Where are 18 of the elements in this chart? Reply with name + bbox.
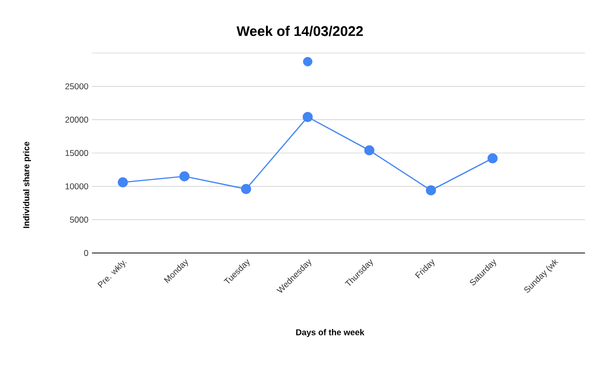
- y-tick-label: 25000: [65, 83, 88, 90]
- point: [303, 56, 312, 66]
- chart-title: Week of 14/03/2022: [236, 26, 363, 36]
- point: [118, 177, 128, 188]
- point: [240, 184, 252, 194]
- y-tick-label: 20000: [65, 116, 88, 123]
- point: [179, 171, 190, 182]
- point: [487, 153, 498, 164]
- y-tick-label: 10000: [66, 183, 88, 190]
- y-axis-title: Individual share price: [23, 142, 31, 228]
- x-axis-title: Days of the week: [296, 329, 364, 337]
- y-tick-label: 0: [84, 250, 88, 256]
- y-tick-label: 15000: [66, 150, 88, 156]
- point: [302, 112, 313, 122]
- y-tick-label: 5000: [70, 216, 88, 223]
- point: [364, 145, 374, 156]
- point: [426, 185, 436, 196]
- x-tick-label: Pre. wkly.: [97, 260, 127, 288]
